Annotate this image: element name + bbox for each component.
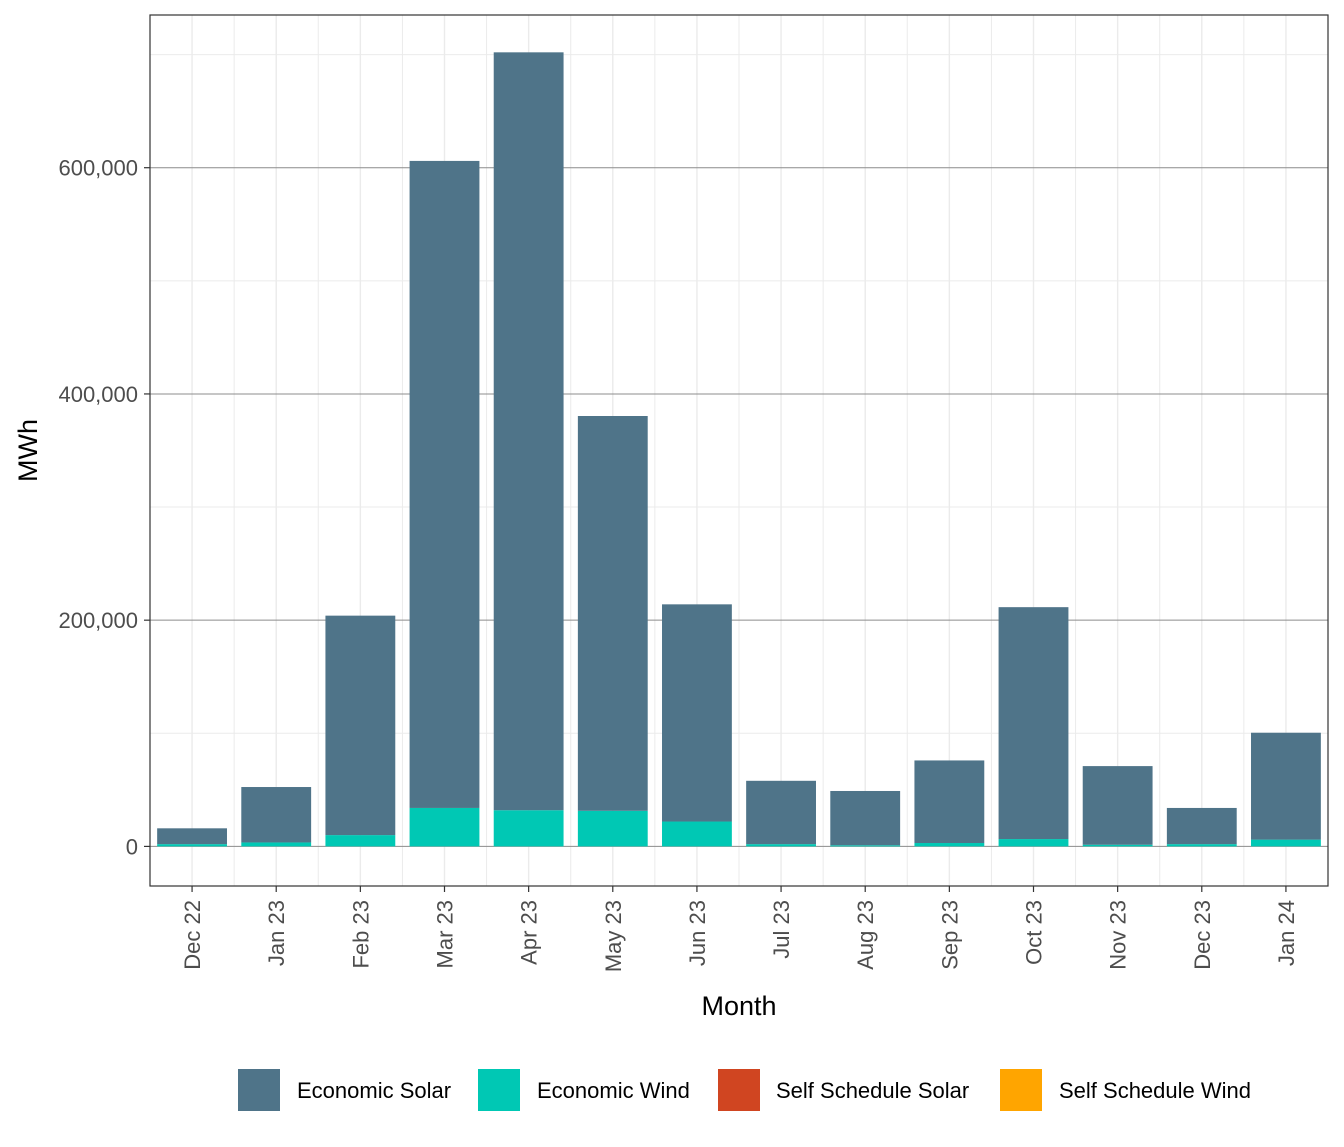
bar-economic-wind xyxy=(998,839,1069,847)
bar-economic-solar xyxy=(409,160,480,808)
bar-economic-solar xyxy=(325,615,396,836)
bar-economic-solar xyxy=(746,780,816,845)
x-tick-label: Jul 23 xyxy=(769,900,794,959)
y-tick-label: 600,000 xyxy=(58,156,138,181)
bar-economic-solar xyxy=(662,604,732,822)
bar-economic-solar xyxy=(1251,732,1321,840)
x-tick-label: May 23 xyxy=(601,900,626,972)
legend-label-self-schedule-solar: Self Schedule Solar xyxy=(776,1078,969,1103)
y-tick-label: 400,000 xyxy=(58,382,138,407)
legend-label-economic-wind: Economic Wind xyxy=(537,1078,690,1103)
x-tick-label: Dec 22 xyxy=(180,900,205,970)
x-tick-label: Oct 23 xyxy=(1022,900,1047,965)
bar-economic-wind xyxy=(1251,839,1321,847)
x-tick-label: Mar 23 xyxy=(433,900,458,968)
legend-label-self-schedule-wind: Self Schedule Wind xyxy=(1059,1078,1251,1103)
x-tick-label: Nov 23 xyxy=(1106,900,1131,970)
bar-economic-wind xyxy=(241,842,312,847)
bars-layer xyxy=(157,52,1321,847)
legend-label-economic-solar: Economic Solar xyxy=(297,1078,451,1103)
legend-key-economic-solar xyxy=(238,1069,280,1111)
x-tick-label: Aug 23 xyxy=(853,900,878,970)
bar-economic-solar xyxy=(830,790,901,846)
bar-economic-solar xyxy=(1166,807,1237,845)
bar-economic-wind xyxy=(914,843,985,847)
x-tick-label: Jan 24 xyxy=(1274,900,1299,966)
bar-economic-wind xyxy=(409,807,480,847)
bar-economic-wind xyxy=(577,810,648,847)
y-tick-label: 0 xyxy=(126,834,138,859)
x-tick-label: Jan 23 xyxy=(264,900,289,966)
bar-economic-wind xyxy=(1166,844,1237,847)
x-tick-label: Dec 23 xyxy=(1190,900,1215,970)
legend-key-self-schedule-solar xyxy=(718,1069,760,1111)
bar-economic-wind xyxy=(1082,844,1153,847)
bar-economic-solar xyxy=(914,760,985,844)
bar-economic-solar xyxy=(493,52,564,811)
bar-economic-solar xyxy=(577,415,648,811)
x-tick-label: Jun 23 xyxy=(685,900,710,966)
x-tick-label: Feb 23 xyxy=(348,900,373,969)
bar-economic-wind xyxy=(157,844,227,847)
legend-key-economic-wind xyxy=(478,1069,520,1111)
bar-economic-wind xyxy=(493,810,564,847)
x-axis: Dec 22 Jan 23 Feb 23 Mar 23 Apr 23 May 23 Jun … xyxy=(180,886,1299,972)
bar-economic-wind xyxy=(746,844,816,847)
bar-economic-wind xyxy=(662,821,732,847)
plot-panel-border xyxy=(149,14,1329,887)
bar-economic-wind xyxy=(325,835,396,847)
bar-economic-solar xyxy=(241,787,312,843)
x-tick-label: Sep 23 xyxy=(937,900,962,970)
legend: Economic Solar Economic Wind Self Schedule… xyxy=(238,1069,1251,1111)
bar-economic-solar xyxy=(1082,766,1153,845)
bar-economic-solar xyxy=(157,828,227,845)
bar-economic-wind xyxy=(830,845,901,847)
bar-economic-solar xyxy=(998,607,1069,840)
legend-key-self-schedule-wind xyxy=(1000,1069,1042,1111)
y-axis-title: MWh xyxy=(13,419,43,482)
x-axis-title: Month xyxy=(701,991,776,1021)
x-tick-label: Apr 23 xyxy=(517,900,542,965)
y-tick-label: 200,000 xyxy=(58,608,138,633)
y-axis: 0 200,000 400,000 600,000 xyxy=(58,156,150,859)
